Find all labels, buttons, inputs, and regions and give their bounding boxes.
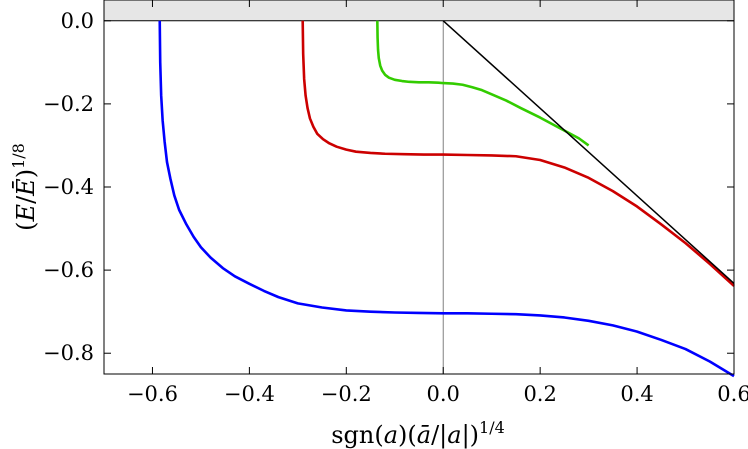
x-axis-label: sgn(a)(ā/|a|)1/4 [331,418,505,449]
x-tick-label: 0.2 [523,382,556,406]
y-tick-label: −0.2 [43,92,94,116]
x-tick-label: 0.0 [427,382,460,406]
ticks-layer: −0.6 −0.4 −0.2 0.0 0.2 0.4 0.6 −0.8 −0.6 −0.4 −0.2… [43,0,748,406]
y-tick-label: −0.4 [43,175,94,199]
series-line-3 [442,20,735,284]
x-tick-label: −0.6 [127,382,178,406]
y-tick-label: −0.8 [43,341,94,365]
y-axis-label: (E/Ē)1/8 [9,143,40,231]
series-line-2 [376,20,590,147]
series-layer [158,20,735,378]
x-tick-label: 0.4 [620,382,653,406]
x-tick-label: −0.4 [224,382,275,406]
series-line-0 [158,20,735,378]
series-line-1 [301,20,735,287]
x-tick-label: −0.2 [321,382,372,406]
x-tick-label: 0.6 [717,382,748,406]
y-tick-label: 0.0 [61,9,94,33]
shaded-region [104,0,734,21]
y-tick-label: −0.6 [43,258,94,282]
plot-background [104,0,734,374]
